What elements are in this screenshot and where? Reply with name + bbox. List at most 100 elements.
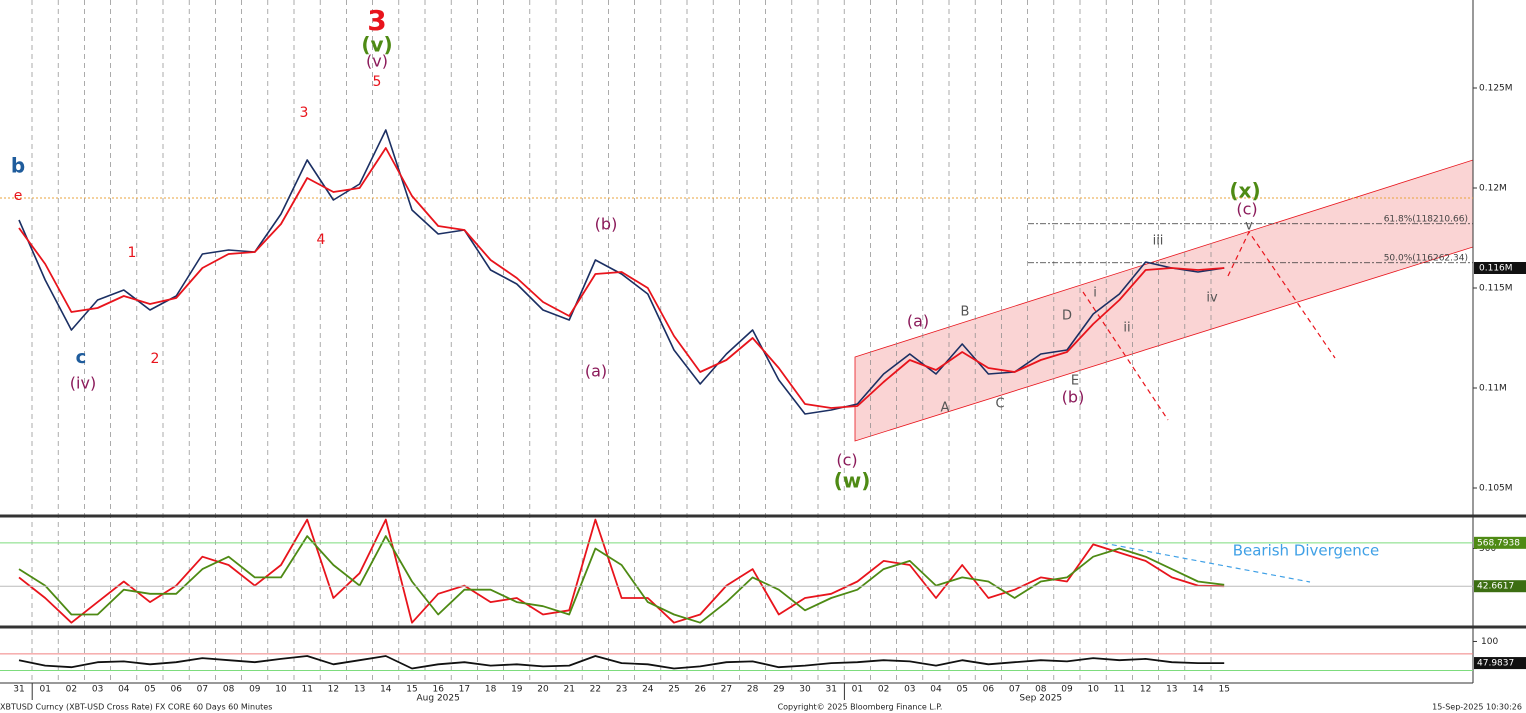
wave-label: A xyxy=(941,401,950,416)
wave-label: (iv) xyxy=(70,374,96,393)
wave-label: (c) xyxy=(1236,200,1257,219)
wave-label: c xyxy=(76,347,87,368)
wave-label: 2 xyxy=(151,351,160,367)
wave-label: (w) xyxy=(834,469,871,493)
wave-label: iii xyxy=(1153,234,1164,249)
last-value-box xyxy=(1474,657,1526,670)
wave-label: B xyxy=(961,305,970,320)
last-price-box xyxy=(1474,262,1526,274)
x-tick-label: 07 xyxy=(1009,685,1020,695)
fib-label: 61.8%(118210.66) xyxy=(1384,214,1468,224)
level-box xyxy=(1474,536,1526,549)
x-tick-label: 31 xyxy=(825,685,836,695)
wave-label: 1 xyxy=(128,245,137,261)
wave-label: (a) xyxy=(907,312,929,331)
series-line xyxy=(18,518,1225,624)
x-tick-label: 05 xyxy=(144,685,155,695)
projections xyxy=(1082,230,1336,583)
wave-label: 4 xyxy=(317,232,326,248)
wave-label: v xyxy=(1245,219,1253,234)
x-tick-label: 14 xyxy=(1192,685,1204,695)
x-tick-label: 13 xyxy=(1166,685,1177,695)
x-tick-label: 22 xyxy=(590,685,601,695)
series-line xyxy=(18,655,1225,670)
x-tick-label: 04 xyxy=(118,685,130,695)
wave-label: (v) xyxy=(366,52,388,71)
x-tick-label: 21 xyxy=(563,685,574,695)
projection-arrow xyxy=(1227,230,1336,359)
x-tick-label: 11 xyxy=(1114,685,1125,695)
wave-label: (b) xyxy=(595,215,618,234)
x-tick-label: 08 xyxy=(1035,685,1047,695)
x-tick-label: 01 xyxy=(852,685,863,695)
x-tick-label: 24 xyxy=(642,685,654,695)
wave-label: 3 xyxy=(300,105,309,121)
x-tick-label: 11 xyxy=(301,685,312,695)
x-tick-label: 17 xyxy=(459,685,470,695)
level-label: 568.7938 xyxy=(1477,538,1520,548)
x-tick-label: 25 xyxy=(668,685,679,695)
x-tick-label: 10 xyxy=(275,685,287,695)
x-tick-label: 15 xyxy=(1218,685,1229,695)
x-tick-label: 20 xyxy=(537,685,549,695)
wave-label: e xyxy=(14,188,23,204)
y-tick-label: 500 xyxy=(1479,544,1496,554)
x-tick-label: 10 xyxy=(1087,685,1099,695)
wave-label: (a) xyxy=(585,362,607,381)
x-tick-label: 13 xyxy=(354,685,365,695)
x-tick-label: 06 xyxy=(170,685,182,695)
y-tick-label: 0.125M xyxy=(1479,84,1513,94)
divergence-label: Bearish Divergence xyxy=(1233,542,1380,560)
x-tick-label: 02 xyxy=(66,685,77,695)
footer-right: 15-Sep-2025 10:30:26 xyxy=(1432,703,1522,712)
x-tick-label: 26 xyxy=(694,685,706,695)
x-tick-label: 18 xyxy=(485,685,497,695)
wave-label: b xyxy=(11,154,25,178)
month-label: Sep 2025 xyxy=(1019,694,1062,704)
x-tick-label: 27 xyxy=(721,685,732,695)
footer-left: XBTUSD Curncy (XBT-USD Cross Rate) FX CO… xyxy=(0,703,272,712)
x-tick-label: 23 xyxy=(616,685,627,695)
wave-label: ii xyxy=(1123,321,1130,336)
footer-center: Copyright© 2025 Bloomberg Finance L.P. xyxy=(778,703,943,712)
x-tick-label: 12 xyxy=(328,685,339,695)
last-value-label: 47.9837 xyxy=(1477,659,1514,669)
x-tick-label: 15 xyxy=(406,685,417,695)
wave-label: i xyxy=(1093,286,1097,301)
y-tick-label: 0.11M xyxy=(1479,384,1507,394)
x-tick-label: 04 xyxy=(930,685,942,695)
wave-label: C xyxy=(995,397,1004,412)
y-tick-label: 0.12M xyxy=(1479,184,1507,194)
x-tick-label: 03 xyxy=(92,685,103,695)
x-tick-label: 06 xyxy=(983,685,995,695)
series-line xyxy=(18,535,1225,624)
x-tick-label: 02 xyxy=(878,685,889,695)
wave-label: E xyxy=(1071,374,1079,389)
projection-arrow xyxy=(1082,291,1169,421)
y-tick-label: 100 xyxy=(1481,637,1498,647)
wave-label: (v) xyxy=(361,33,392,57)
y-tick-label: 0.105M xyxy=(1479,484,1513,494)
wave-label: 3 xyxy=(367,4,386,37)
last-value-label: 42.6617 xyxy=(1477,582,1514,592)
last-price-label: 0.116M xyxy=(1479,264,1513,274)
x-tick-label: 12 xyxy=(1140,685,1151,695)
wave-label: 5 xyxy=(373,74,382,90)
x-tick-label: 31 xyxy=(13,685,24,695)
x-tick-label: 28 xyxy=(747,685,759,695)
wave-label: (b) xyxy=(1062,388,1085,407)
x-tick-label: 05 xyxy=(956,685,967,695)
wave-label: iv xyxy=(1206,291,1218,306)
x-tick-label: 14 xyxy=(380,685,392,695)
series-line xyxy=(18,129,1225,415)
x-tick-label: 19 xyxy=(511,685,523,695)
series-line xyxy=(18,147,1225,409)
x-tick-label: 08 xyxy=(223,685,235,695)
last-value-box xyxy=(1474,580,1526,593)
fib-label: 50.0%(116262.34) xyxy=(1384,253,1468,263)
x-tick-label: 30 xyxy=(799,685,811,695)
x-tick-label: 07 xyxy=(197,685,208,695)
x-tick-label: 16 xyxy=(432,685,444,695)
